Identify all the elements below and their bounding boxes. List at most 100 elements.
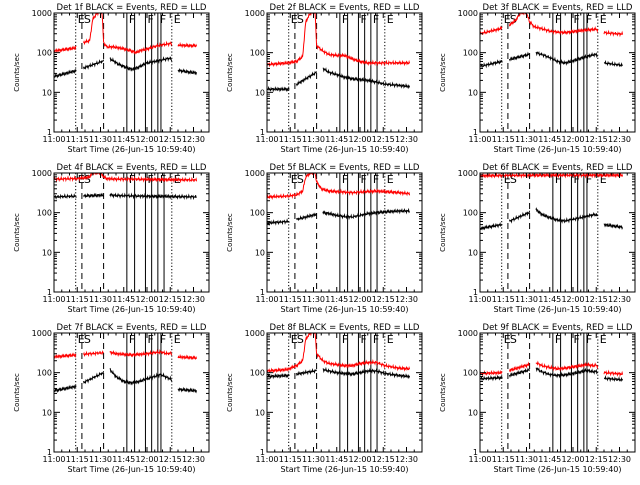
y-tick-label: 1	[473, 288, 478, 297]
event-marker-label: F	[573, 173, 579, 186]
event-marker-label: S	[510, 333, 517, 346]
series-line-lld	[480, 173, 624, 179]
event-marker-label: E	[504, 173, 511, 186]
x-axis-label: Start Time (26-Jun-15 10:59:40)	[281, 145, 409, 154]
series-line-lld	[480, 13, 624, 38]
series-line-events	[54, 192, 197, 201]
x-tick-label: 12:30	[395, 455, 418, 464]
x-axis-label: Start Time (26-Jun-15 10:59:40)	[494, 305, 622, 314]
y-tick-label: 10	[255, 248, 265, 257]
x-tick-label: 11:30	[515, 455, 538, 464]
y-tick-label: 10	[42, 88, 52, 97]
event-marker-label: S	[297, 333, 304, 346]
event-marker-label: F	[342, 13, 348, 26]
x-tick-label: 12:00	[348, 455, 371, 464]
panel-title: Det 4f BLACK = Events, RED = LLD	[57, 163, 207, 173]
y-tick-label: 100	[250, 49, 265, 58]
y-tick-label: 100	[37, 209, 52, 218]
x-tick-label: 11:00	[42, 455, 65, 464]
y-tick-label: 1	[473, 448, 478, 457]
x-tick-label: 11:45	[325, 455, 348, 464]
event-marker-label: F	[160, 13, 166, 26]
x-tick-label: 12:15	[372, 455, 395, 464]
event-marker-label: F	[573, 333, 579, 346]
x-tick-label: 12:15	[159, 455, 182, 464]
x-tick-label: 12:00	[135, 135, 158, 144]
x-tick-label: 11:15	[492, 455, 515, 464]
event-marker-label: S	[84, 173, 91, 186]
x-axis-label: Start Time (26-Jun-15 10:59:40)	[68, 465, 196, 474]
x-tick-label: 12:30	[395, 135, 418, 144]
y-tick-label: 100	[250, 209, 265, 218]
event-marker-label: E	[600, 13, 607, 26]
event-marker-label: S	[510, 13, 517, 26]
x-tick-label: 11:45	[112, 295, 135, 304]
x-tick-label: 11:45	[325, 295, 348, 304]
y-tick-label: 100	[463, 369, 478, 378]
y-tick-label: 100	[37, 49, 52, 58]
event-marker-label: F	[147, 13, 153, 26]
event-marker-label: F	[573, 13, 579, 26]
series-line-lld	[54, 13, 198, 55]
x-tick-label: 11:30	[302, 455, 325, 464]
x-tick-label: 11:30	[515, 135, 538, 144]
x-tick-label: 12:30	[182, 295, 205, 304]
event-marker-label: S	[297, 173, 304, 186]
panel-title: Det 8f BLACK = Events, RED = LLD	[270, 323, 420, 333]
x-tick-label: 12:30	[608, 135, 631, 144]
event-marker-label: E	[387, 173, 394, 186]
x-tick-label: 11:30	[302, 135, 325, 144]
y-axis-label: Counts/sec	[439, 373, 447, 412]
event-marker-label: F	[586, 13, 592, 26]
event-marker-label: F	[586, 173, 592, 186]
series-line-lld	[54, 349, 198, 361]
y-tick-label: 1000	[32, 169, 52, 178]
series-line-lld	[267, 173, 411, 200]
event-marker-label: F	[373, 13, 379, 26]
x-tick-label: 12:00	[135, 455, 158, 464]
y-tick-label: 1000	[458, 169, 478, 178]
series-line-events	[267, 207, 411, 227]
x-tick-label: 11:45	[112, 455, 135, 464]
x-axis-label: Start Time (26-Jun-15 10:59:40)	[68, 145, 196, 154]
x-tick-label: 11:15	[279, 455, 302, 464]
x-tick-label: 11:00	[468, 295, 491, 304]
x-tick-label: 11:30	[515, 295, 538, 304]
y-tick-label: 10	[255, 88, 265, 97]
series-line-events	[267, 366, 411, 380]
event-marker-label: F	[129, 13, 135, 26]
event-marker-label: E	[291, 13, 298, 26]
event-marker-label: S	[84, 13, 91, 26]
series-line-lld	[267, 333, 411, 374]
x-tick-label: 11:30	[89, 455, 112, 464]
x-tick-label: 12:30	[608, 295, 631, 304]
y-tick-label: 100	[463, 49, 478, 58]
x-tick-label: 11:45	[538, 135, 561, 144]
panel-title: Det 5f BLACK = Events, RED = LLD	[270, 163, 420, 173]
x-tick-label: 11:15	[492, 295, 515, 304]
panel-title: Det 2f BLACK = Events, RED = LLD	[270, 3, 420, 13]
y-axis-label: Counts/sec	[439, 53, 447, 92]
x-tick-label: 12:15	[585, 295, 608, 304]
event-marker-label: E	[291, 333, 298, 346]
panel-title: Det 1f BLACK = Events, RED = LLD	[57, 3, 207, 13]
x-tick-label: 12:30	[182, 135, 205, 144]
event-marker-label: E	[387, 333, 394, 346]
x-tick-label: 12:15	[585, 455, 608, 464]
event-marker-label: F	[160, 333, 166, 346]
event-marker-label: F	[360, 333, 366, 346]
y-tick-label: 1	[47, 288, 52, 297]
event-marker-label: E	[600, 333, 607, 346]
event-marker-label: F	[555, 173, 561, 186]
y-tick-label: 1000	[245, 169, 265, 178]
y-tick-label: 1	[47, 448, 52, 457]
x-tick-label: 11:00	[255, 455, 278, 464]
event-marker-label: E	[387, 13, 394, 26]
series-line-lld	[54, 173, 198, 184]
event-marker-label: E	[504, 13, 511, 26]
x-tick-label: 12:00	[135, 295, 158, 304]
